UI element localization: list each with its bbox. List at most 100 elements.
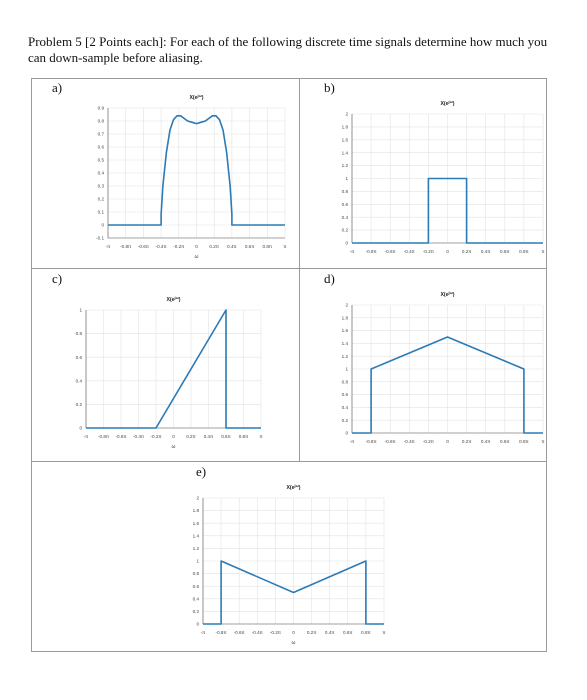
chart-title: X(ejω) (189, 94, 203, 101)
y-tick-label: 0.4 (98, 171, 105, 176)
x-tick-label: -0.4π (133, 434, 144, 439)
x-tick-label: 0.8π (519, 249, 529, 254)
chart-a: -π -0.8π -0.6π -0.4π -0.2π 0 0.2π 0.4π 0.6π 0.8π π… (96, 94, 287, 260)
x-tick-label: 0 (172, 434, 175, 439)
y-tick-label: 0.1 (98, 210, 105, 215)
x-tick-label: π (283, 244, 286, 249)
y-tick-label: 0.2 (193, 609, 200, 614)
x-tick-label: 0.2π (307, 630, 317, 635)
x-tick-label: 0.2π (462, 249, 472, 254)
x-tick-label: -0.4π (252, 630, 263, 635)
x-tick-label: -0.8π (120, 244, 131, 249)
y-tick-label: 0.4 (342, 215, 349, 220)
y-tick-label: 1.4 (342, 341, 349, 346)
x-tick-label: 0 (446, 249, 449, 254)
y-tick-label: 0.8 (193, 571, 200, 576)
y-tick-label: 1.6 (193, 521, 200, 526)
panel-c: c) -π -0.8π -0.6π -0.4π -0.2π 0 0.2π 0.4π 0.6π 0.… (31, 269, 300, 462)
x-tick-label: 0.8π (519, 439, 529, 444)
y-tick-label: 0 (196, 622, 199, 627)
x-tick-label: 0 (292, 630, 295, 635)
x-tick-label: 0.8π (361, 630, 371, 635)
y-tick-label: 1.8 (342, 125, 349, 130)
series-line-0 (86, 309, 261, 429)
panel-b: b) -π -0.8π -0.6π -0.4π -0.2π 0 0.2π 0.4π 0.6π 0.… (300, 78, 547, 269)
y-tick-label: 0.9 (98, 106, 105, 111)
x-tick-label: -π (106, 244, 111, 249)
y-tick-label: 1 (345, 176, 348, 181)
x-tick-label: 0.6π (343, 630, 353, 635)
x-tick-label: 0.8π (239, 434, 249, 439)
panel-d-label: d) (324, 271, 335, 286)
panel-b-label: b) (324, 80, 335, 95)
y-tick-label: 1 (345, 367, 348, 372)
x-tick-label: 0.6π (245, 244, 255, 249)
y-tick-label: 2 (345, 112, 348, 117)
y-tick-label: 0.4 (193, 596, 200, 601)
x-tick-label: 0.6π (221, 434, 231, 439)
x-tick-label: π (541, 249, 544, 254)
x-tick-label: 0.4π (481, 439, 491, 444)
y-tick-label: 0.8 (98, 119, 105, 124)
x-tick-label: -0.2π (270, 630, 281, 635)
y-tick-label: 1 (79, 308, 82, 313)
y-tick-label: 1.6 (342, 328, 349, 333)
x-tick-label: -0.4π (404, 439, 415, 444)
x-axis-label: ω (172, 444, 176, 450)
y-tick-label: -0.1 (96, 236, 104, 241)
y-tick-label: 0 (101, 223, 104, 228)
series-line-0 (352, 177, 543, 244)
x-tick-label: 0.4π (325, 630, 335, 635)
x-tick-label: -0.8π (216, 630, 227, 635)
chart-d: -π -0.8π -0.6π -0.4π -0.2π 0 0.2π 0.4π 0.6π 0.8π π… (342, 291, 545, 444)
y-tick-label: 0.4 (76, 378, 83, 383)
y-tick-label: 0.8 (342, 189, 349, 194)
y-tick-label: 1.2 (193, 546, 200, 551)
y-tick-label: 0 (345, 431, 348, 436)
x-tick-label: 0.2π (209, 244, 219, 249)
y-tick-label: 2 (196, 496, 199, 501)
x-tick-label: 0.2π (462, 439, 472, 444)
x-tick-label: 0.6π (500, 439, 510, 444)
y-tick-label: 0.8 (76, 331, 83, 336)
y-tick-label: 1 (196, 559, 199, 564)
chart-e: -π -0.8π -0.6π -0.4π -0.2π 0 0.2π 0.4π 0.6π 0.8π π… (193, 484, 386, 646)
plots-table (31, 78, 547, 652)
x-tick-label: -0.2π (150, 434, 161, 439)
x-tick-label: -0.4π (156, 244, 167, 249)
chart-c: -π -0.8π -0.6π -0.4π -0.2π 0 0.2π 0.4π 0.6π 0.8π π… (76, 296, 263, 450)
x-tick-label: -0.4π (404, 249, 415, 254)
x-tick-label: -π (350, 439, 355, 444)
x-tick-label: 0 (195, 244, 198, 249)
y-tick-label: 0.6 (342, 202, 349, 207)
panel-c-label: c) (52, 271, 63, 286)
panel-e-label: e) (196, 464, 207, 479)
y-tick-label: 0.2 (98, 197, 105, 202)
x-tick-label: 0.4π (204, 434, 214, 439)
y-tick-label: 0.5 (98, 158, 105, 163)
x-tick-label: 0.6π (500, 249, 510, 254)
x-tick-label: -0.2π (423, 249, 434, 254)
x-tick-label: π (382, 630, 385, 635)
x-tick-label: 0.4π (227, 244, 237, 249)
panel-a-label: a) (52, 80, 63, 95)
chart-b: -π -0.8π -0.6π -0.4π -0.2π 0 0.2π 0.4π 0.6π 0.8π π… (342, 100, 545, 254)
x-tick-label: -0.6π (385, 249, 396, 254)
y-tick-label: 0.6 (76, 355, 83, 360)
x-tick-label: 0 (446, 439, 449, 444)
x-tick-label: -0.6π (115, 434, 126, 439)
panel-d: d) -π -0.8π -0.6π -0.4π -0.2π 0 0.2π 0.4π 0.6π 0.… (300, 269, 547, 462)
x-tick-label: -0.8π (366, 439, 377, 444)
x-tick-label: -0.6π (234, 630, 245, 635)
y-tick-label: 0.2 (76, 402, 83, 407)
y-tick-label: 1.2 (342, 163, 349, 168)
x-tick-label: -0.8π (98, 434, 109, 439)
y-tick-label: 1.4 (342, 150, 349, 155)
chart-title: X(ejω) (440, 100, 454, 107)
y-tick-label: 0.6 (193, 584, 200, 589)
x-axis-label: ω (195, 254, 199, 260)
y-tick-label: 0.2 (342, 228, 349, 233)
x-axis-label: ω (292, 640, 296, 646)
x-tick-label: 0.8π (263, 244, 273, 249)
series-line-0 (203, 560, 384, 625)
